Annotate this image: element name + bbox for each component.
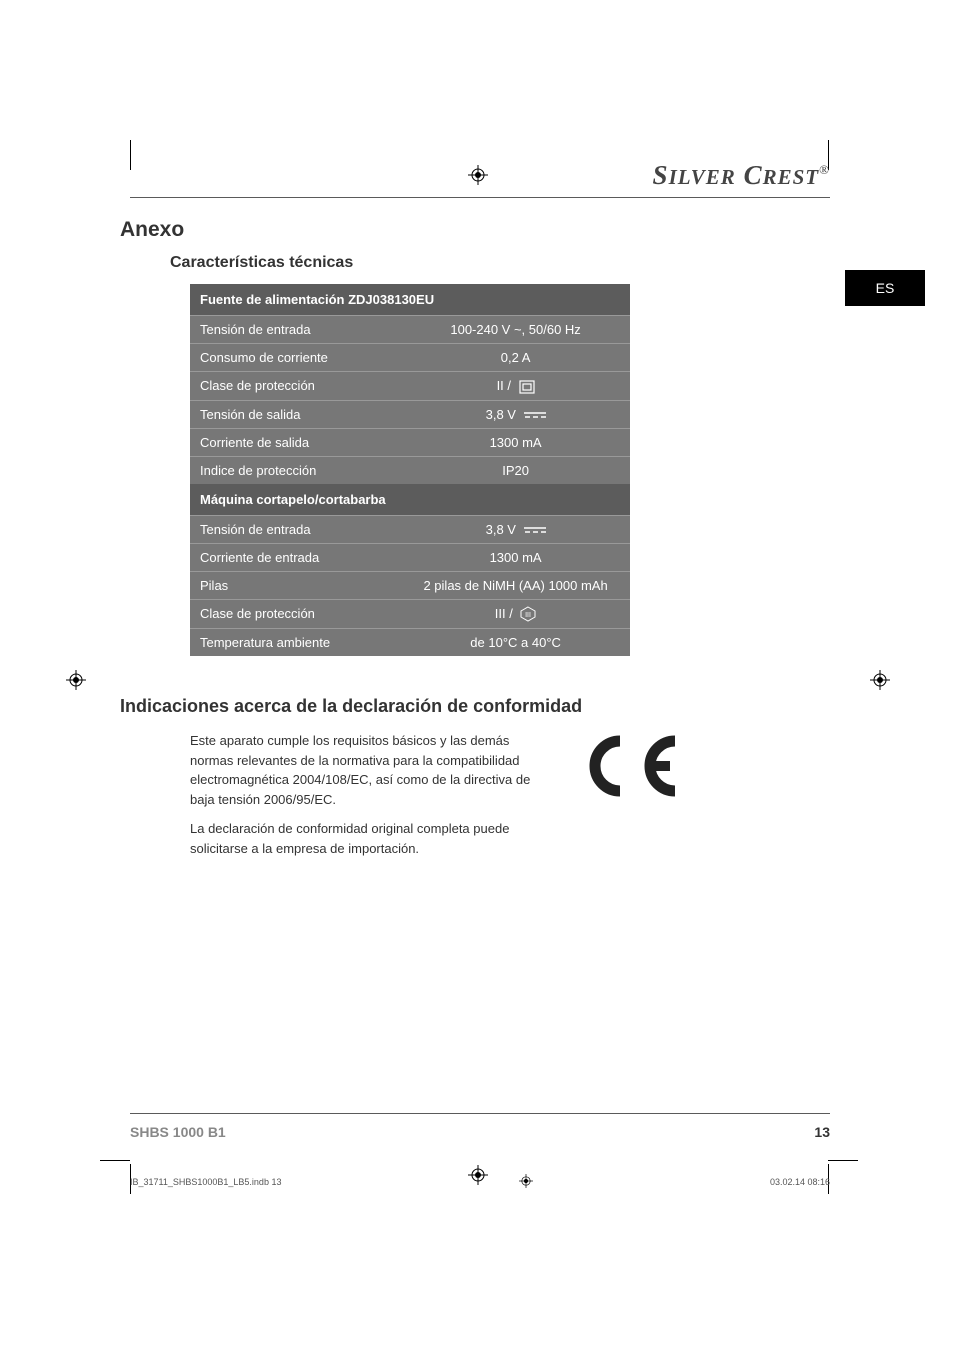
table-row: Tensión de entrada100-240 V ~, 50/60 Hz (190, 315, 630, 343)
conformity-text: Este aparato cumple los requisitos básic… (190, 731, 550, 868)
print-timestamp: 03.02.14 08:16 (770, 1177, 830, 1187)
spec-value: 1300 mA (401, 428, 630, 456)
table-row: Tensión de entrada3,8 V (190, 515, 630, 543)
spec-label: Clase de protección (190, 599, 401, 629)
subsection-heading: Características técnicas (170, 254, 830, 272)
spec-value: III / III (401, 599, 630, 629)
spec-value: de 10°C a 40°C (401, 628, 630, 656)
page-content: SILVER CREST® ES Anexo Características t… (130, 160, 830, 868)
table-header: Máquina cortapelo/cortabarba (190, 484, 630, 515)
specs-table: Fuente de alimentación ZDJ038130EU Tensi… (190, 284, 630, 656)
spec-value: 3,8 V (401, 515, 630, 543)
spec-label: Clase de protección (190, 371, 401, 400)
brand-logo: SILVER CREST® (653, 160, 830, 190)
spec-value: 3,8 V (401, 400, 630, 428)
print-filename: IB_31711_SHBS1000B1_LB5.indb 13 (130, 1177, 281, 1187)
registration-mark-icon (870, 670, 890, 690)
spec-label: Tensión de entrada (190, 515, 401, 543)
paragraph: Este aparato cumple los requisitos básic… (190, 731, 550, 809)
spec-label: Tensión de entrada (190, 315, 401, 343)
footer-model: SHBS 1000 B1 (130, 1124, 226, 1140)
spec-label: Consumo de corriente (190, 343, 401, 371)
spec-value: 0,2 A (401, 343, 630, 371)
section-heading: Anexo (120, 218, 830, 242)
registration-mark-icon (66, 670, 86, 690)
language-tab: ES (845, 270, 925, 306)
spec-label: Tensión de salida (190, 400, 401, 428)
spec-value: 2 pilas de NiMH (AA) 1000 mAh (401, 571, 630, 599)
spec-label: Corriente de salida (190, 428, 401, 456)
spec-label: Corriente de entrada (190, 543, 401, 571)
table-row: Pilas2 pilas de NiMH (AA) 1000 mAh (190, 571, 630, 599)
ce-mark-icon (580, 731, 690, 806)
crop-mark (100, 1160, 130, 1161)
conformity-block: Este aparato cumple los requisitos básic… (190, 731, 830, 868)
spec-value: 1300 mA (401, 543, 630, 571)
page-number: 13 (814, 1124, 830, 1140)
page-footer: SHBS 1000 B1 13 (130, 1113, 830, 1140)
paragraph: La declaración de conformidad original c… (190, 819, 550, 858)
table-row: Corriente de entrada1300 mA (190, 543, 630, 571)
spec-label: Pilas (190, 571, 401, 599)
registration-mark-icon (519, 1174, 533, 1190)
spec-value: IP20 (401, 456, 630, 484)
table-row: Indice de protecciónIP20 (190, 456, 630, 484)
crop-mark (828, 1160, 858, 1161)
spec-value: 100-240 V ~, 50/60 Hz (401, 315, 630, 343)
spec-label: Indice de protección (190, 456, 401, 484)
table-row: Clase de protecciónII / (190, 371, 630, 400)
subsection-heading: Indicaciones acerca de la declaración de… (120, 696, 830, 717)
table-row: Consumo de corriente0,2 A (190, 343, 630, 371)
table-header: Fuente de alimentación ZDJ038130EU (190, 284, 630, 315)
spec-label: Temperatura ambiente (190, 628, 401, 656)
table-row: Tensión de salida3,8 V (190, 400, 630, 428)
print-footer: IB_31711_SHBS1000B1_LB5.indb 13 03.02.14… (130, 1174, 830, 1190)
header-rule: SILVER CREST® (130, 160, 830, 198)
table-row: Clase de protecciónIII / III (190, 599, 630, 629)
table-row: Corriente de salida1300 mA (190, 428, 630, 456)
spec-value: II / (401, 371, 630, 400)
table-row: Temperatura ambientede 10°C a 40°C (190, 628, 630, 656)
svg-text:III: III (526, 612, 532, 619)
